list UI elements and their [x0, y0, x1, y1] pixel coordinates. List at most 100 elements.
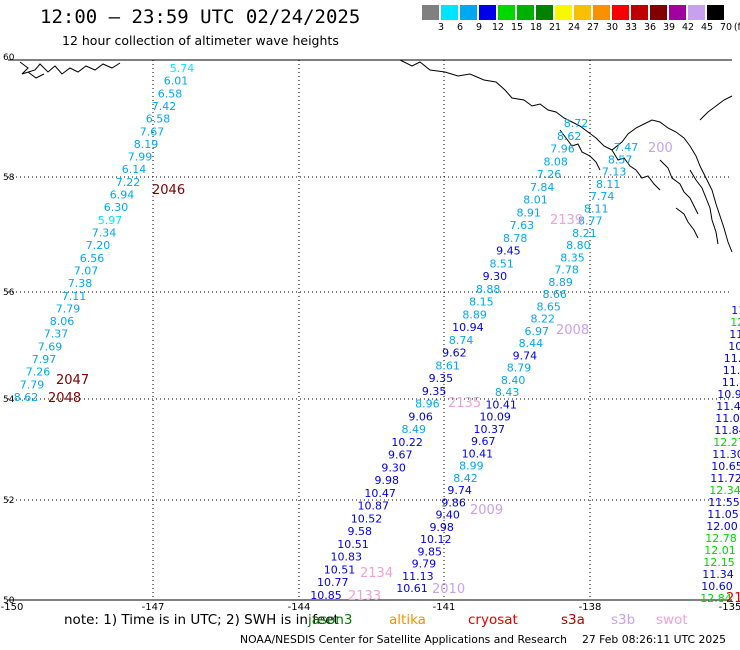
wave-height-value: 8.79 — [507, 362, 532, 375]
wave-height-value: 9.98 — [429, 521, 454, 534]
wave-height-value: 10.83 — [331, 551, 363, 564]
wave-height-value: 7.79 — [56, 302, 81, 315]
wave-height-value: 7.20 — [86, 239, 111, 252]
credit-line: NOAA/NESDIS Center for Satellite Applica… — [240, 633, 567, 646]
satellite-s3b: s3b — [611, 612, 636, 628]
wave-height-value: 10.65 — [711, 460, 740, 473]
wave-height-value: 8.80 — [566, 239, 591, 252]
wave-height-value: 7.42 — [152, 100, 177, 113]
wave-height-value: 6.97 — [525, 325, 550, 338]
wave-height-value: 7.13 — [602, 166, 627, 179]
satellite-s3a: s3a — [561, 612, 585, 628]
wave-height-value: 12. — [730, 316, 740, 329]
wave-height-value: 10.77 — [317, 576, 349, 589]
wave-height-value: 11.30 — [712, 448, 740, 461]
wave-height-value: 11. — [731, 304, 740, 317]
wave-height-value: 12.84 — [700, 592, 732, 605]
wave-height-value: 8.11 — [596, 178, 621, 191]
wave-height-value: 8.91 — [516, 206, 541, 219]
pass-time-label: 200 — [648, 141, 673, 156]
wave-height-value: 7.74 — [590, 190, 615, 203]
satellite-altika: altika — [389, 612, 426, 628]
wave-height-value: 10.85 — [310, 589, 342, 602]
pass-time-label: 2008 — [556, 323, 589, 338]
wave-height-value: 9.74 — [447, 484, 472, 497]
lon-tick-label: -150 — [1, 602, 24, 613]
wave-height-value: 10.09 — [479, 411, 511, 424]
scale-label: 15 — [510, 22, 524, 33]
wave-height-value: 8.89 — [462, 308, 487, 321]
page-subtitle: 12 hour collection of altimeter wave hei… — [62, 33, 339, 48]
wave-height-value: 8.08 — [543, 155, 568, 168]
wave-height-value: 10.41 — [485, 398, 517, 411]
scale-label: 9 — [475, 22, 483, 33]
wave-height-value: 8.22 — [531, 313, 556, 326]
pass-time-label: 2139 — [550, 213, 583, 228]
wave-height-value: 7.67 — [140, 125, 165, 138]
wave-height-value: 10.60 — [701, 580, 733, 593]
wave-height-value: 7.22 — [116, 176, 141, 189]
scale-swatch — [517, 5, 534, 20]
wave-height-value: 8.35 — [560, 251, 585, 264]
scale-label: 24 — [567, 22, 581, 33]
generated-timestamp: 27 Feb 08:26:11 UTC 2025 — [582, 633, 726, 646]
lat-tick-label: 58 — [3, 173, 15, 183]
scale-label: 70 — [719, 22, 733, 33]
pass-time-label: 2046 — [152, 183, 185, 198]
pass-time-label: 2047 — [56, 373, 89, 388]
wave-height-value: 8.65 — [536, 300, 561, 313]
pass-time-label: 21 — [726, 591, 740, 606]
lat-tick-label: 52 — [3, 496, 14, 506]
wave-height-value: 5.97 — [98, 214, 123, 227]
scale-label: 39 — [662, 22, 676, 33]
wave-height-value: 11.34 — [702, 568, 734, 581]
wave-height-value: 9.86 — [441, 496, 466, 509]
wave-height-value: 9.67 — [471, 435, 496, 448]
wave-height-value: 7.07 — [74, 265, 99, 278]
wave-height-value: 9.45 — [496, 245, 521, 258]
wave-height-value: 10. — [728, 340, 740, 353]
wave-height-value: 7.63 — [510, 219, 535, 232]
wave-height-value: 11.7 — [724, 352, 740, 365]
wave-height-value: 8.78 — [503, 232, 528, 245]
scale-label: 30 — [605, 22, 619, 33]
wave-height-value: 8.40 — [501, 374, 526, 387]
wave-height-value: 8.61 — [435, 359, 460, 372]
wave-height-value: 7.99 — [128, 151, 153, 164]
lat-tick-label: 50 — [3, 596, 15, 606]
pass-time-label: 2048 — [48, 391, 81, 406]
wave-height-value: 9.62 — [442, 347, 467, 360]
scale-swatch — [536, 5, 553, 20]
pass-time-label: 2010 — [432, 582, 465, 597]
wave-height-value: 9.30 — [381, 461, 406, 474]
latitude-axis: 60 58 56 54 52 50 — [3, 53, 15, 606]
scale-label: 21 — [548, 22, 562, 33]
wave-height-value: 9.40 — [435, 509, 460, 522]
pass-time-labels: 2046 2047 2048 2139 2008 2135 2009 2134 2010 2133… — [48, 141, 740, 606]
scale-swatch — [669, 5, 686, 20]
wave-height-value: 7.26 — [26, 366, 51, 379]
wave-height-value: 8.72 — [564, 117, 589, 130]
wave-height-value: 11.84 — [714, 424, 740, 437]
scale-swatch — [631, 5, 648, 20]
scale-label: 27 — [586, 22, 600, 33]
wave-height-value: 10.37 — [474, 423, 506, 436]
wave-height-value: 7.26 — [537, 168, 562, 181]
wave-height-value: 8.74 — [449, 334, 474, 347]
scale-label: 3 — [437, 22, 445, 33]
wave-height-value: 7.84 — [530, 181, 555, 194]
graticule — [8, 60, 732, 600]
scale-label: 36 — [643, 22, 657, 33]
wave-height-value: 12.78 — [705, 532, 737, 545]
pass-time-label: 2133 — [348, 589, 381, 604]
scale-swatch — [422, 5, 439, 20]
wave-height-value: 12.00 — [706, 520, 738, 533]
wave-height-value: 8.42 — [453, 472, 478, 485]
wave-height-value: 7.11 — [62, 290, 87, 303]
scale-label: 18 — [529, 22, 543, 33]
wave-height-value: 9.67 — [388, 449, 413, 462]
scale-label: 6 — [456, 22, 464, 33]
wave-height-value: 8.88 — [476, 283, 501, 296]
scale-swatch — [707, 5, 724, 20]
scale-unit: (ft) — [733, 22, 740, 33]
